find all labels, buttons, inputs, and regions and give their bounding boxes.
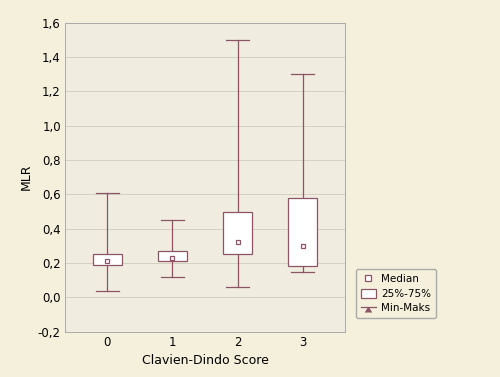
Bar (288, 198, 318, 267)
Bar (158, 251, 187, 261)
Bar (92, 254, 122, 265)
Y-axis label: MLR: MLR (20, 164, 32, 190)
Bar (223, 211, 252, 254)
Legend: Median, 25%-75%, Min-Maks: Median, 25%-75%, Min-Maks (356, 269, 436, 319)
X-axis label: Clavien-Dindo Score: Clavien-Dindo Score (142, 354, 268, 368)
